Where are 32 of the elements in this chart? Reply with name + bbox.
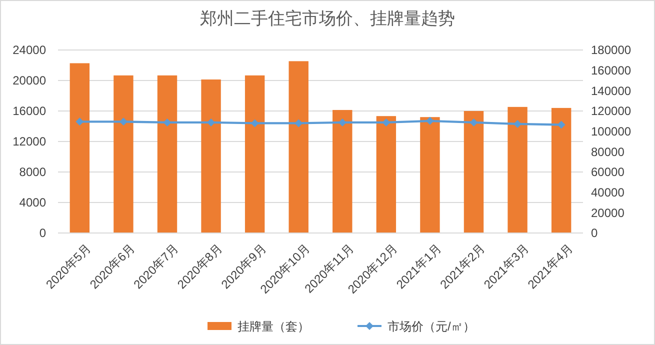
y2-tick-label: 0 [591, 226, 598, 240]
y-tick-label: 12000 [12, 134, 46, 149]
y-tick-label: 20000 [12, 74, 46, 88]
y2-tick-label: 180000 [591, 43, 632, 58]
y2-tick-label: 80000 [591, 144, 625, 159]
bar [508, 106, 528, 233]
bar [114, 75, 134, 233]
bar [376, 116, 396, 233]
y2-tick-label: 140000 [591, 84, 632, 98]
bar [70, 63, 90, 233]
y-tick-label: 0 [39, 226, 46, 240]
bar [464, 111, 484, 233]
legend-label: 市场价（元/㎡） [388, 320, 475, 334]
y2-tick-label: 60000 [591, 165, 625, 180]
y2-tick-label: 120000 [591, 104, 632, 118]
legend-label: 挂牌量（套） [238, 320, 310, 334]
chart-title: 郑州二手住宅市场价、挂牌量趋势 [200, 9, 455, 29]
bar [332, 110, 352, 233]
bar [244, 75, 265, 233]
y-tick-label: 24000 [12, 43, 46, 58]
y-tick-label: 16000 [12, 104, 46, 118]
y2-tick-label: 160000 [591, 64, 632, 78]
y2-tick-label: 40000 [591, 186, 625, 200]
bar [157, 75, 178, 233]
y-tick-label: 4000 [19, 196, 46, 210]
bar [551, 108, 572, 233]
bar [201, 79, 221, 233]
bar [288, 61, 308, 233]
y2-tick-label: 100000 [591, 124, 632, 139]
y-tick-label: 8000 [19, 165, 46, 180]
bar [420, 117, 440, 233]
y2-tick-label: 20000 [591, 206, 625, 220]
